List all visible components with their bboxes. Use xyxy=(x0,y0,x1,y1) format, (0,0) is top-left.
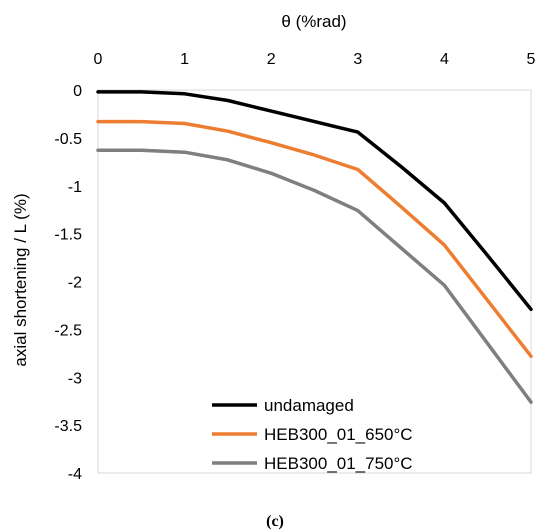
y-tick-label: -1.5 xyxy=(54,227,82,244)
series-line-2 xyxy=(96,119,533,358)
x-tick-label: 4 xyxy=(440,51,449,68)
legend-label: HEB300_01_650°C xyxy=(264,425,413,444)
figure-caption: (c) xyxy=(266,513,284,530)
x-tick-label: 0 xyxy=(94,51,103,68)
series-lines xyxy=(96,90,533,404)
y-tick-label: -0.5 xyxy=(54,131,82,148)
x-tick-label: 5 xyxy=(527,51,536,68)
y-tick-label: -3 xyxy=(68,370,82,387)
legend-label: undamaged xyxy=(264,396,354,415)
y-axis: 0 -0.5 -1 -1.5 -2 -2.5 -3 -3.5 -4 xyxy=(54,83,82,483)
x-tick-label: 3 xyxy=(353,51,362,68)
y-axis-title: axial shortening / L (%) xyxy=(11,193,30,366)
series-line-1 xyxy=(96,90,533,312)
series-line-3 xyxy=(96,148,533,404)
y-tick-label: -2.5 xyxy=(54,322,82,339)
y-tick-label: 0 xyxy=(73,83,82,100)
x-axis-title: θ (%rad) xyxy=(281,12,346,31)
x-tick-label: 1 xyxy=(180,51,189,68)
y-tick-label: -4 xyxy=(68,466,82,483)
y-tick-label: -1 xyxy=(68,179,82,196)
plot-area xyxy=(97,89,532,474)
legend-label: HEB300_01_750°C xyxy=(264,454,413,473)
x-axis: 0 1 2 3 4 5 xyxy=(94,51,536,68)
legend: undamaged HEB300_01_650°C HEB300_01_750°C xyxy=(212,396,413,473)
y-tick-label: -3.5 xyxy=(54,418,82,435)
y-tick-label: -2 xyxy=(68,275,82,292)
x-tick-label: 2 xyxy=(267,51,276,68)
